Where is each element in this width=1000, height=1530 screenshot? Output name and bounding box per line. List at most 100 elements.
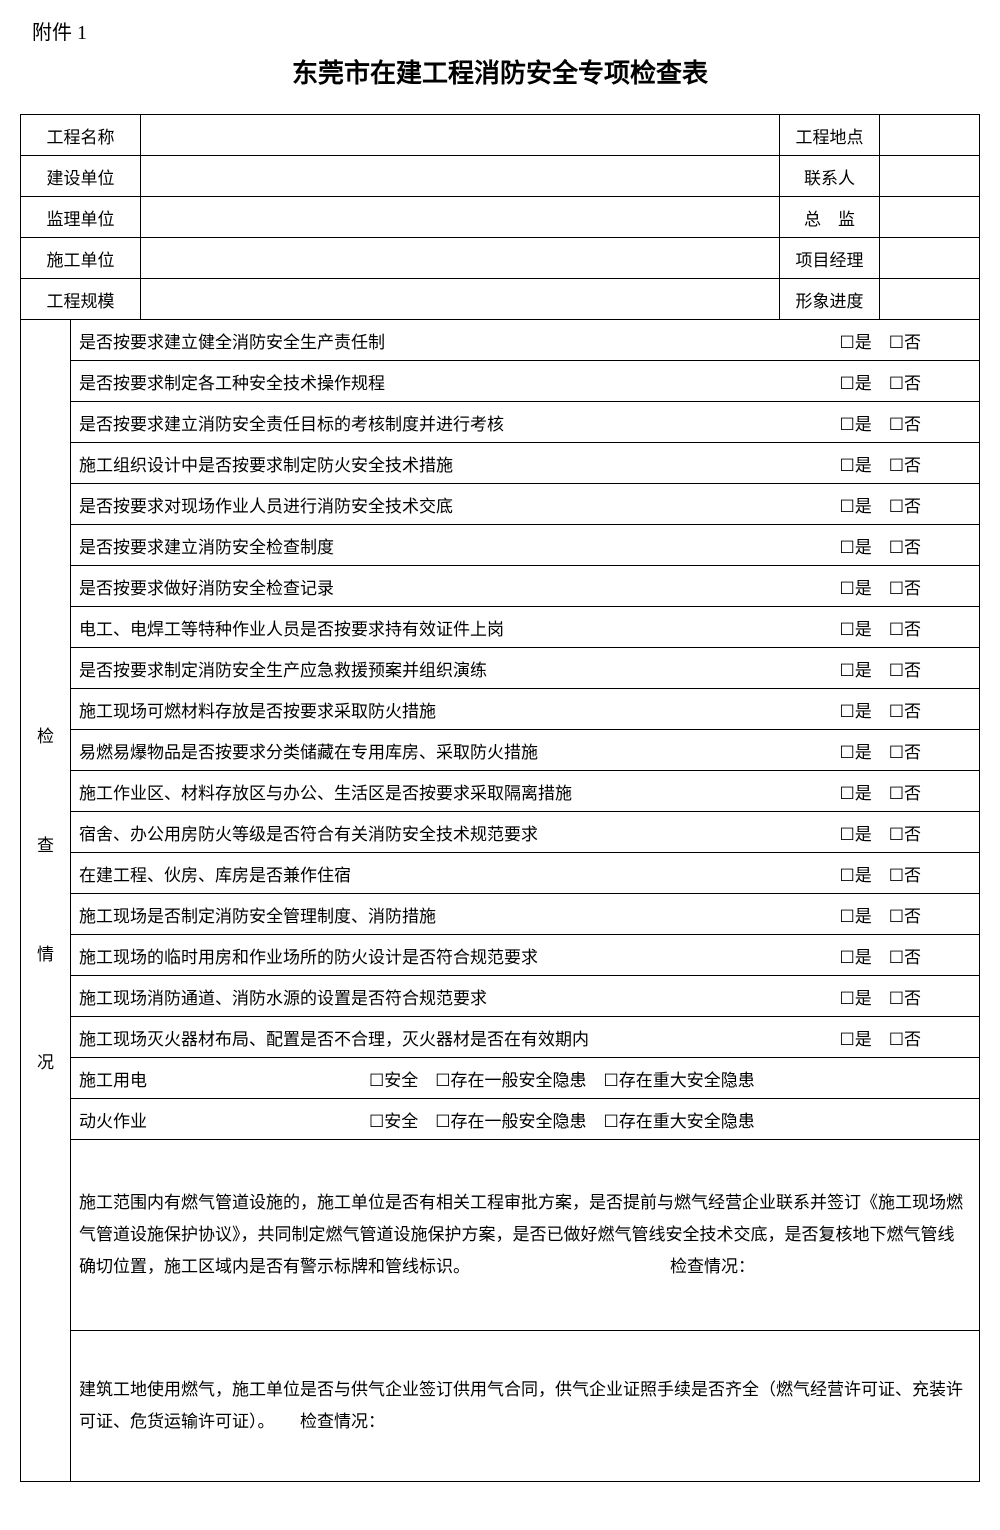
header-label: 形象进度 [780,279,880,320]
yes-no-options: ☐是 ☐否 [840,328,972,353]
check-item-text: 施工组织设计中是否按要求制定防火安全技术措施 [79,451,840,476]
check-item-text: 电工、电焊工等特种作业人员是否按要求持有效证件上岗 [79,615,840,640]
checkbox-yes[interactable]: ☐是 [840,374,872,393]
check-item-text: 是否按要求建立健全消防安全生产责任制 [79,328,840,353]
check-item-row: 施工组织设计中是否按要求制定防火安全技术措施☐是 ☐否 [21,443,980,484]
check-item-row: 是否按要求制定各工种安全技术操作规程☐是 ☐否 [21,361,980,402]
check-item-row: 电工、电焊工等特种作业人员是否按要求持有效证件上岗☐是 ☐否 [21,607,980,648]
check-item-text: 是否按要求对现场作业人员进行消防安全技术交底 [79,492,840,517]
safety-options[interactable]: ☐安全 ☐存在一般安全隐患 ☐存在重大安全隐患 [369,1066,971,1091]
checkbox-yes[interactable]: ☐是 [840,579,872,598]
check-item-row: 施工现场是否制定消防安全管理制度、消防措施☐是 ☐否 [21,894,980,935]
checkbox-no[interactable]: ☐否 [889,620,921,639]
header-row: 建设单位 联系人 [21,156,980,197]
checkbox-no[interactable]: ☐否 [889,1030,921,1049]
checkbox-yes[interactable]: ☐是 [840,743,872,762]
checkbox-no[interactable]: ☐否 [889,989,921,1008]
safety-label: 施工用电 [79,1066,369,1091]
check-item-text: 在建工程、伙房、库房是否兼作住宿 [79,861,840,886]
header-value [880,156,980,197]
checkbox-no[interactable]: ☐否 [889,907,921,926]
check-item-cell: 施工现场是否制定消防安全管理制度、消防措施☐是 ☐否 [71,894,980,935]
header-label: 工程地点 [780,115,880,156]
check-item-text: 施工现场是否制定消防安全管理制度、消防措施 [79,902,840,927]
check-item-row: 施工现场可燃材料存放是否按要求采取防火措施☐是 ☐否 [21,689,980,730]
check-item-text: 施工现场的临时用房和作业场所的防火设计是否符合规范要求 [79,943,840,968]
check-item-cell: 是否按要求建立消防安全检查制度☐是 ☐否 [71,525,980,566]
check-item-row: 施工现场灭火器材布局、配置是否不合理，灭火器材是否在有效期内☐是 ☐否 [21,1017,980,1058]
paragraph-row: 施工范围内有燃气管道设施的，施工单位是否有相关工程审批方案，是否提前与燃气经营企… [21,1140,980,1331]
check-item-cell: 施工作业区、材料存放区与办公、生活区是否按要求采取隔离措施☐是 ☐否 [71,771,980,812]
header-value [141,115,780,156]
check-item-cell: 是否按要求对现场作业人员进行消防安全技术交底☐是 ☐否 [71,484,980,525]
attachment-label: 附件 1 [32,16,980,45]
checkbox-no[interactable]: ☐否 [889,948,921,967]
check-item-cell: 是否按要求建立消防安全责任目标的考核制度并进行考核☐是 ☐否 [71,402,980,443]
checkbox-no[interactable]: ☐否 [889,661,921,680]
checkbox-yes[interactable]: ☐是 [840,702,872,721]
check-item-cell: 在建工程、伙房、库房是否兼作住宿☐是 ☐否 [71,853,980,894]
checkbox-yes[interactable]: ☐是 [840,538,872,557]
checkbox-no[interactable]: ☐否 [889,702,921,721]
checkbox-yes[interactable]: ☐是 [840,620,872,639]
header-label: 建设单位 [21,156,141,197]
checkbox-yes[interactable]: ☐是 [840,907,872,926]
check-item-row: 是否按要求对现场作业人员进行消防安全技术交底☐是 ☐否 [21,484,980,525]
yes-no-options: ☐是 ☐否 [840,492,972,517]
checkbox-no[interactable]: ☐否 [889,784,921,803]
checkbox-yes[interactable]: ☐是 [840,497,872,516]
yes-no-options: ☐是 ☐否 [840,656,972,681]
check-item-cell: 是否按要求制定消防安全生产应急救援预案并组织演练☐是 ☐否 [71,648,980,689]
safety-options[interactable]: ☐安全 ☐存在一般安全隐患 ☐存在重大安全隐患 [369,1107,971,1132]
check-item-row: 在建工程、伙房、库房是否兼作住宿☐是 ☐否 [21,853,980,894]
checkbox-no[interactable]: ☐否 [889,497,921,516]
page-title: 东莞市在建工程消防安全专项检查表 [20,53,980,90]
safety-row: 动火作业☐安全 ☐存在一般安全隐患 ☐存在重大安全隐患 [21,1099,980,1140]
yes-no-options: ☐是 ☐否 [840,369,972,394]
header-value [141,279,780,320]
checkbox-no[interactable]: ☐否 [889,538,921,557]
checkbox-no[interactable]: ☐否 [889,333,921,352]
header-value [141,238,780,279]
checkbox-no[interactable]: ☐否 [889,579,921,598]
check-item-text: 施工现场灭火器材布局、配置是否不合理，灭火器材是否在有效期内 [79,1025,840,1050]
checkbox-yes[interactable]: ☐是 [840,661,872,680]
yes-no-options: ☐是 ☐否 [840,574,972,599]
checkbox-yes[interactable]: ☐是 [840,333,872,352]
check-item-row: 检查情况是否按要求建立健全消防安全生产责任制☐是 ☐否 [21,320,980,361]
check-item-text: 是否按要求制定各工种安全技术操作规程 [79,369,840,394]
header-row: 工程名称 工程地点 [21,115,980,156]
yes-no-options: ☐是 ☐否 [840,779,972,804]
yes-no-options: ☐是 ☐否 [840,1025,972,1050]
checkbox-yes[interactable]: ☐是 [840,456,872,475]
checkbox-no[interactable]: ☐否 [889,456,921,475]
paragraph-text: 施工范围内有燃气管道设施的，施工单位是否有相关工程审批方案，是否提前与燃气经营企… [79,1193,963,1277]
checkbox-no[interactable]: ☐否 [889,825,921,844]
checkbox-yes[interactable]: ☐是 [840,1030,872,1049]
checkbox-no[interactable]: ☐否 [889,743,921,762]
checkbox-no[interactable]: ☐否 [889,374,921,393]
header-row: 工程规模 形象进度 [21,279,980,320]
check-item-cell: 施工现场可燃材料存放是否按要求采取防火措施☐是 ☐否 [71,689,980,730]
checkbox-no[interactable]: ☐否 [889,415,921,434]
header-value [141,197,780,238]
yes-no-options: ☐是 ☐否 [840,820,972,845]
checkbox-no[interactable]: ☐否 [889,866,921,885]
header-value [880,197,980,238]
yes-no-options: ☐是 ☐否 [840,697,972,722]
header-label: 联系人 [780,156,880,197]
check-item-row: 施工作业区、材料存放区与办公、生活区是否按要求采取隔离措施☐是 ☐否 [21,771,980,812]
checkbox-yes[interactable]: ☐是 [840,866,872,885]
check-item-row: 是否按要求建立消防安全检查制度☐是 ☐否 [21,525,980,566]
header-value [141,156,780,197]
checkbox-yes[interactable]: ☐是 [840,825,872,844]
check-item-row: 易燃易爆物品是否按要求分类储藏在专用库房、采取防火措施☐是 ☐否 [21,730,980,771]
checkbox-yes[interactable]: ☐是 [840,415,872,434]
checkbox-yes[interactable]: ☐是 [840,784,872,803]
checkbox-yes[interactable]: ☐是 [840,989,872,1008]
checkbox-yes[interactable]: ☐是 [840,948,872,967]
check-item-row: 是否按要求建立消防安全责任目标的考核制度并进行考核☐是 ☐否 [21,402,980,443]
check-item-cell: 是否按要求建立健全消防安全生产责任制☐是 ☐否 [71,320,980,361]
header-label: 监理单位 [21,197,141,238]
yes-no-options: ☐是 ☐否 [840,738,972,763]
